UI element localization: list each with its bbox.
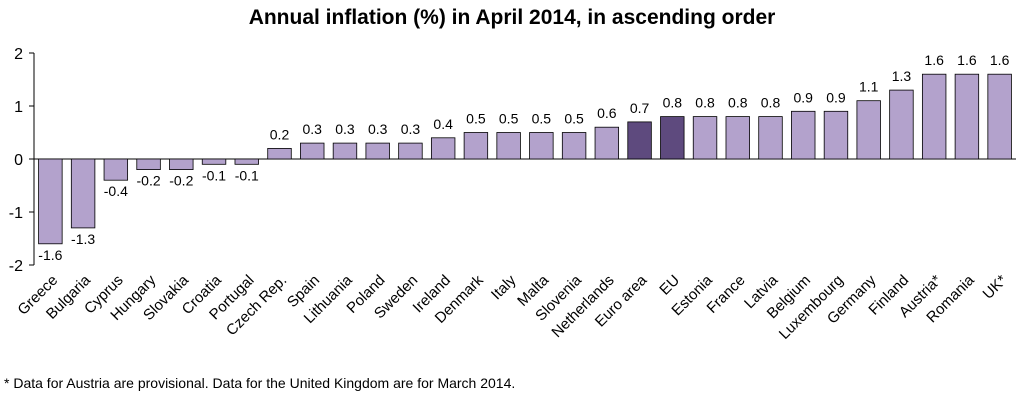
bar [594, 126, 620, 160]
data-label: 1.6 [924, 52, 944, 68]
value-labels: -1.6 -1.3 -0.4 -0.2 -0.2 -0.1 -0.1 0.2 0.3 0.3 0.3… [38, 52, 1009, 263]
data-label: 0.9 [793, 89, 813, 105]
data-label: 0.5 [466, 111, 486, 127]
data-label: 1.1 [859, 79, 879, 95]
data-label: 1.6 [990, 52, 1010, 68]
bars [38, 73, 1012, 245]
y-tick-label: 1 [14, 99, 23, 116]
data-label: 0.8 [728, 95, 748, 111]
bar [136, 158, 161, 171]
data-label: 0.6 [597, 105, 617, 121]
bar [791, 110, 816, 160]
data-label: 0.3 [401, 121, 421, 137]
y-tick-label: 0 [14, 152, 23, 169]
data-label: 1.6 [957, 52, 977, 68]
y-tick-label: -1 [9, 205, 23, 222]
bar [954, 73, 980, 160]
bar [725, 116, 750, 160]
y-tick-label: -2 [9, 258, 23, 275]
chart-title: Annual inflation (%) in April 2014, in a… [248, 6, 776, 29]
bar [300, 142, 325, 160]
bar [234, 158, 259, 165]
data-label: -0.2 [137, 173, 161, 189]
data-label: 0.8 [663, 95, 683, 111]
data-label: 0.4 [433, 116, 453, 132]
bar [496, 132, 521, 160]
bar [660, 116, 685, 160]
bar [463, 132, 489, 160]
bar [332, 142, 358, 160]
data-label: 0.3 [302, 121, 322, 137]
data-label: 0.9 [826, 89, 846, 105]
data-label: -0.1 [235, 167, 259, 183]
bar [758, 116, 783, 160]
bar [692, 116, 718, 160]
data-label: 0.2 [270, 126, 290, 142]
bar [169, 158, 194, 171]
bar [398, 142, 423, 160]
bar [103, 158, 129, 181]
bar [529, 132, 554, 160]
category-label: EU [656, 272, 683, 299]
data-label: -0.1 [202, 167, 226, 183]
bar [889, 89, 914, 160]
bar [921, 73, 947, 160]
data-label: -0.2 [169, 173, 193, 189]
data-label: 0.5 [564, 111, 584, 127]
bar [856, 100, 881, 160]
data-label: 0.5 [532, 111, 552, 127]
y-axis: -2 -1 0 1 2 [9, 46, 1016, 275]
data-label: -1.6 [38, 247, 62, 263]
y-tick-label: 2 [14, 46, 23, 63]
category-label: UK* [980, 272, 1011, 303]
data-label: -1.3 [71, 231, 95, 247]
data-label: 0.7 [630, 100, 650, 116]
bar [201, 158, 227, 165]
data-label: 0.8 [695, 95, 715, 111]
data-label: 0.3 [368, 121, 388, 137]
footnote: * Data for Austria are provisional. Data… [4, 375, 516, 391]
bar [365, 142, 390, 160]
bar [38, 158, 63, 245]
bar [267, 147, 292, 160]
category-labels: GreeceBulgariaCyprusHungarySlovakiaCroat… [14, 271, 1010, 342]
bar [70, 158, 96, 229]
bar [430, 137, 456, 160]
bar [823, 110, 849, 160]
bar [987, 73, 1012, 160]
bar [561, 132, 587, 160]
data-label: 1.3 [892, 68, 912, 84]
data-label: 0.5 [499, 111, 519, 127]
data-label: 0.3 [335, 121, 355, 137]
data-label: 0.8 [761, 95, 781, 111]
bar [627, 121, 652, 160]
data-label: -0.4 [104, 183, 128, 199]
